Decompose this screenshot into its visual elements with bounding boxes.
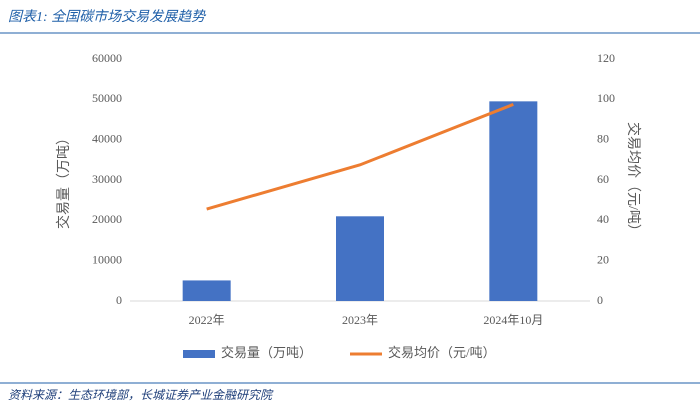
source: 资料来源：生态环境部，长城证券产业金融研究院 — [8, 388, 274, 402]
bar — [336, 216, 384, 301]
line — [206, 102, 514, 211]
y2-tick-label: 0 — [597, 293, 603, 307]
y2-tick-label: 120 — [597, 51, 615, 65]
y2-tick-label: 40 — [597, 212, 609, 226]
y2-tick-label: 20 — [597, 252, 609, 266]
x-tick-label: 2024年10月 — [483, 313, 543, 327]
y2-axis-title: 交易均价（元/吨） — [625, 122, 642, 238]
y-tick-label: 0 — [116, 293, 122, 307]
y-tick-label: 20000 — [92, 212, 122, 226]
x-tick-label: 2022年 — [189, 313, 225, 327]
legend-swatch — [183, 350, 215, 358]
bar — [489, 101, 538, 301]
bar — [182, 280, 231, 301]
y2-tick-label: 60 — [597, 172, 609, 186]
y-tick-label: 30000 — [92, 172, 122, 186]
legend-label: 交易量（万吨） — [221, 345, 312, 360]
x-tick-label: 2023年 — [342, 313, 378, 327]
y2-tick-label: 100 — [597, 91, 615, 105]
y-tick-label: 10000 — [92, 252, 122, 266]
y-tick-label: 50000 — [92, 91, 122, 105]
y2-tick-label: 80 — [597, 131, 609, 145]
chart-title: 图表1: 全国碳市场交易发展趋势 — [8, 9, 207, 25]
legend-label: 交易均价（元/吨） — [388, 345, 496, 360]
y-tick-label: 40000 — [92, 131, 122, 145]
y-axis-title: 交易量（万吨） — [55, 131, 72, 229]
y-tick-label: 60000 — [92, 51, 122, 65]
